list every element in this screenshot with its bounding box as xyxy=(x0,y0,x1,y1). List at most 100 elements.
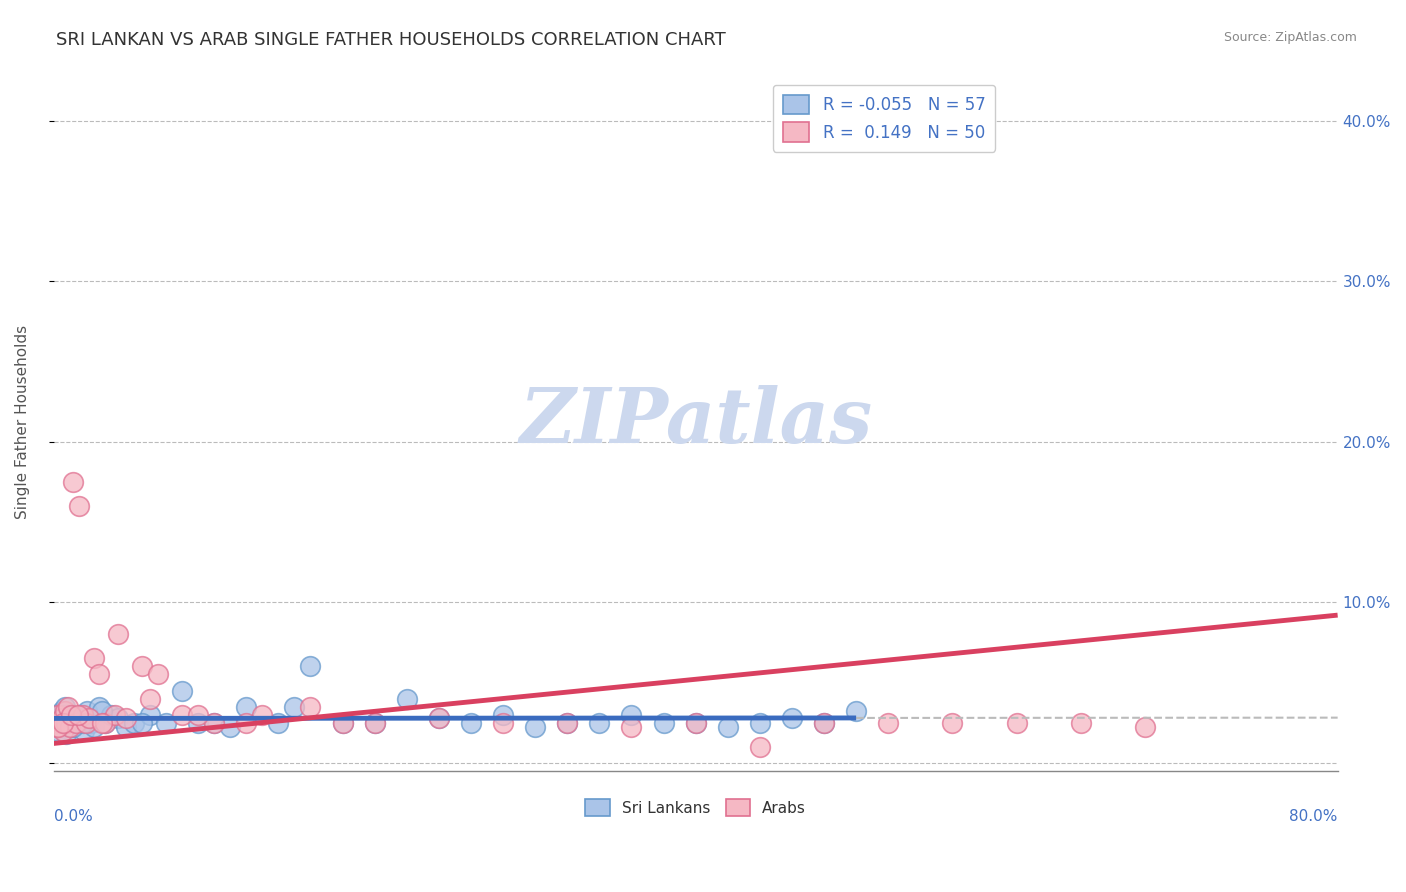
Point xyxy=(49,715,72,730)
Point xyxy=(115,711,138,725)
Point xyxy=(87,667,110,681)
Point xyxy=(1133,720,1156,734)
Point xyxy=(100,707,122,722)
Text: Source: ZipAtlas.com: Source: ZipAtlas.com xyxy=(1223,31,1357,45)
Point xyxy=(122,715,145,730)
Point xyxy=(845,704,868,718)
Point xyxy=(77,711,100,725)
Point xyxy=(813,715,835,730)
Point xyxy=(332,715,354,730)
Point xyxy=(90,704,112,718)
Point xyxy=(685,715,707,730)
Point xyxy=(155,715,177,730)
Point xyxy=(59,720,82,734)
Point xyxy=(131,715,153,730)
Point xyxy=(187,715,209,730)
Point xyxy=(202,715,225,730)
Point xyxy=(83,720,105,734)
Point xyxy=(62,475,84,489)
Point xyxy=(363,715,385,730)
Point xyxy=(620,707,643,722)
Point xyxy=(48,707,70,722)
Point xyxy=(72,715,94,730)
Point xyxy=(170,707,193,722)
Point xyxy=(941,715,963,730)
Point xyxy=(44,715,66,730)
Point xyxy=(427,711,450,725)
Point xyxy=(87,699,110,714)
Point xyxy=(748,715,770,730)
Point xyxy=(235,715,257,730)
Point xyxy=(51,704,73,718)
Point xyxy=(460,715,482,730)
Point xyxy=(94,715,117,730)
Point xyxy=(395,691,418,706)
Point xyxy=(748,739,770,754)
Point xyxy=(52,715,75,730)
Point xyxy=(363,715,385,730)
Point xyxy=(107,711,129,725)
Point xyxy=(79,715,101,730)
Point xyxy=(52,720,75,734)
Point xyxy=(94,715,117,730)
Point xyxy=(427,711,450,725)
Point xyxy=(492,707,515,722)
Point xyxy=(56,699,79,714)
Point xyxy=(1005,715,1028,730)
Point xyxy=(66,707,89,722)
Point xyxy=(51,711,73,725)
Text: 0.0%: 0.0% xyxy=(53,809,93,824)
Point xyxy=(66,715,89,730)
Point xyxy=(524,720,547,734)
Point xyxy=(70,707,93,722)
Point xyxy=(187,707,209,722)
Point xyxy=(146,667,169,681)
Point xyxy=(299,659,322,673)
Point xyxy=(131,659,153,673)
Point xyxy=(202,715,225,730)
Point xyxy=(53,699,76,714)
Point xyxy=(107,627,129,641)
Point xyxy=(60,707,83,722)
Point xyxy=(83,651,105,665)
Point xyxy=(48,723,70,738)
Point xyxy=(76,704,98,718)
Point xyxy=(1070,715,1092,730)
Point xyxy=(219,720,242,734)
Point xyxy=(620,720,643,734)
Point xyxy=(492,715,515,730)
Point xyxy=(139,707,162,722)
Point xyxy=(555,715,578,730)
Point xyxy=(115,720,138,734)
Point xyxy=(52,707,75,722)
Point xyxy=(55,727,77,741)
Point xyxy=(685,715,707,730)
Point xyxy=(56,707,79,722)
Text: SRI LANKAN VS ARAB SINGLE FATHER HOUSEHOLDS CORRELATION CHART: SRI LANKAN VS ARAB SINGLE FATHER HOUSEHO… xyxy=(56,31,725,49)
Point xyxy=(877,715,900,730)
Point xyxy=(267,715,290,730)
Point xyxy=(52,723,75,738)
Point xyxy=(62,720,84,734)
Point xyxy=(252,707,274,722)
Point xyxy=(60,720,83,734)
Point xyxy=(65,715,87,730)
Point xyxy=(72,707,94,722)
Point xyxy=(45,711,67,725)
Point xyxy=(59,715,82,730)
Legend: Sri Lankans, Arabs: Sri Lankans, Arabs xyxy=(579,792,813,822)
Point xyxy=(49,715,72,730)
Point xyxy=(104,707,127,722)
Point xyxy=(53,704,76,718)
Point xyxy=(555,715,578,730)
Point xyxy=(90,715,112,730)
Point xyxy=(48,720,70,734)
Point xyxy=(283,699,305,714)
Point xyxy=(55,715,77,730)
Text: 80.0%: 80.0% xyxy=(1289,809,1337,824)
Point xyxy=(588,715,610,730)
Point xyxy=(45,707,67,722)
Point xyxy=(75,715,97,730)
Point xyxy=(332,715,354,730)
Point xyxy=(717,720,740,734)
